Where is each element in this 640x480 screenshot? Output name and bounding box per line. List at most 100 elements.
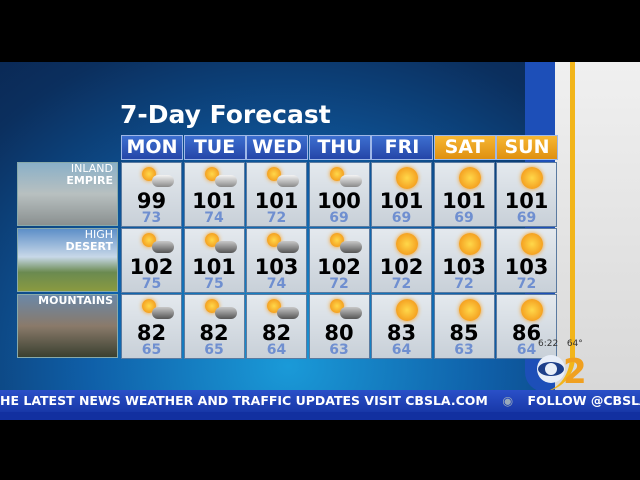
region-image-1: HIGH DESERT <box>17 228 118 292</box>
low-temp: 75 <box>204 276 224 292</box>
forecast-cell: 101 69 <box>371 162 432 227</box>
page-title: 7-Day Forecast <box>120 100 331 129</box>
high-temp: 102 <box>379 255 424 279</box>
partly-cloudy-icon <box>142 299 174 321</box>
high-temp: 85 <box>449 321 479 345</box>
region-name-line1: HIGH <box>84 228 113 241</box>
time-temp-readout: 6:22 64° <box>538 339 583 349</box>
high-temp: 101 <box>379 189 424 213</box>
forecast-cell: 82 64 <box>246 294 307 359</box>
forecast-cell: 103 72 <box>433 228 495 293</box>
high-temp: 102 <box>129 255 174 279</box>
forecast-cell: 99 73 <box>121 162 182 227</box>
low-temp: 75 <box>141 276 162 292</box>
low-temp: 65 <box>204 342 224 358</box>
forecast-cell: 83 64 <box>371 294 432 359</box>
high-temp: 99 <box>136 189 167 213</box>
partly-cloudy-icon <box>142 167 174 189</box>
day-header-sun: SUN <box>496 135 558 160</box>
partly-cloudy-icon <box>267 167 299 189</box>
forecast-cell: 80 63 <box>308 294 370 359</box>
forecast-cell: 85 63 <box>433 294 495 359</box>
region-name-line2: DESERT <box>65 240 113 253</box>
high-temp: 82 <box>261 321 292 345</box>
low-temp: 72 <box>391 276 412 292</box>
current-temp: 64° <box>566 339 583 349</box>
region-name-line2: MOUNTAINS <box>38 294 113 307</box>
partly-cloudy-icon <box>204 167 237 189</box>
low-temp: 65 <box>141 342 162 358</box>
svg-text:2: 2 <box>563 352 587 392</box>
sunny-icon <box>455 167 485 189</box>
ticker-bottom-bar <box>0 412 640 420</box>
day-header-mon: MON <box>121 135 183 160</box>
partly-cloudy-icon <box>204 233 237 255</box>
sunny-icon <box>455 299 485 321</box>
high-temp: 103 <box>504 255 549 279</box>
yellow-swoosh <box>540 62 575 392</box>
region-image-0: INLAND EMPIRE <box>17 162 118 226</box>
sunny-icon <box>517 233 547 255</box>
region-image-2: MOUNTAINS <box>17 294 118 358</box>
low-temp: 72 <box>454 276 474 292</box>
forecast-cell: 86 64 <box>496 294 557 359</box>
high-temp: 101 <box>442 189 486 213</box>
partly-cloudy-icon <box>142 233 174 255</box>
high-temp: 101 <box>192 255 236 279</box>
low-temp: 69 <box>454 210 474 226</box>
forecast-cell: 101 75 <box>183 228 245 293</box>
low-temp: 72 <box>329 276 349 292</box>
low-temp: 63 <box>454 342 474 358</box>
high-temp: 101 <box>254 189 299 213</box>
forecast-cell: 82 65 <box>121 294 182 359</box>
sunny-icon <box>392 299 422 321</box>
region-name-line2: EMPIRE <box>66 174 113 187</box>
day-header-fri: FRI <box>371 135 433 160</box>
partly-cloudy-icon <box>267 299 299 321</box>
low-temp: 64 <box>516 342 537 358</box>
forecast-cell: 101 69 <box>433 162 495 227</box>
sunny-icon <box>455 233 485 255</box>
forecast-cell: 101 74 <box>183 162 245 227</box>
partly-cloudy-icon <box>329 167 362 189</box>
region-name-line1: INLAND <box>70 162 113 175</box>
ticker-text-2: FOLLOW @CBSLA ON FACEBOO <box>527 393 640 408</box>
high-temp: 80 <box>324 321 354 345</box>
day-header-sat: SAT <box>433 135 496 160</box>
low-temp: 69 <box>391 210 412 226</box>
day-header-tue: TUE <box>183 135 246 160</box>
low-temp: 72 <box>266 210 287 226</box>
high-temp: 103 <box>254 255 299 279</box>
high-temp: 101 <box>504 189 549 213</box>
forecast-cell: 102 75 <box>121 228 182 293</box>
forecast-cell: 100 69 <box>308 162 370 227</box>
forecast-cell: 103 74 <box>246 228 307 293</box>
low-temp: 72 <box>516 276 537 292</box>
forecast-cell: 102 72 <box>308 228 370 293</box>
time: 6:22 <box>538 339 559 349</box>
news-ticker: HE LATEST NEWS WEATHER AND TRAFFIC UPDAT… <box>0 390 640 412</box>
sunny-icon <box>517 299 547 321</box>
forecast-cell: 82 65 <box>183 294 245 359</box>
partly-cloudy-icon <box>204 299 237 321</box>
sunny-icon <box>392 167 422 189</box>
low-temp: 63 <box>329 342 349 358</box>
day-header-thu: THU <box>308 135 371 160</box>
cbs2-logo: 2 <box>537 352 587 392</box>
forecast-cell: 102 72 <box>371 228 432 293</box>
forecast-cell: 101 72 <box>246 162 307 227</box>
high-temp: 101 <box>192 189 236 213</box>
low-temp: 69 <box>329 210 349 226</box>
high-temp: 102 <box>317 255 361 279</box>
high-temp: 100 <box>317 189 361 213</box>
partly-cloudy-icon <box>329 299 362 321</box>
partly-cloudy-icon <box>329 233 362 255</box>
low-temp: 69 <box>516 210 537 226</box>
low-temp: 73 <box>141 210 162 226</box>
partly-cloudy-icon <box>267 233 299 255</box>
forecast-cell: 101 69 <box>496 162 557 227</box>
cbs-eye-icon: ◉ <box>502 393 514 408</box>
high-temp: 103 <box>442 255 486 279</box>
high-temp: 86 <box>511 321 542 345</box>
low-temp: 64 <box>391 342 412 358</box>
